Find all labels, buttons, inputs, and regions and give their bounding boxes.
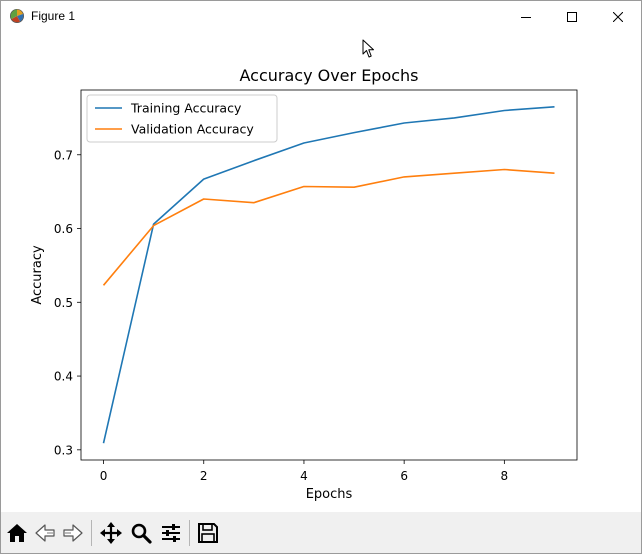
minimize-icon — [521, 16, 531, 18]
configure-subplots-button[interactable] — [158, 520, 184, 546]
home-icon — [7, 524, 27, 542]
window-title: Figure 1 — [31, 9, 76, 23]
minimize-button[interactable] — [503, 1, 549, 32]
back-arrow-icon — [35, 524, 55, 542]
home-button[interactable] — [4, 520, 30, 546]
configure-subplots-icon — [162, 524, 180, 542]
y-tick-label: 0.4 — [54, 370, 73, 384]
legend-label: Training Accuracy — [130, 101, 242, 116]
close-button[interactable] — [595, 1, 641, 32]
pan-button[interactable] — [98, 520, 124, 546]
series-line-training-accuracy — [102, 106, 555, 444]
plot-area-frame — [80, 89, 578, 461]
toolbar-separator — [189, 520, 190, 546]
y-tick-label: 0.5 — [54, 296, 73, 310]
maximize-button[interactable] — [549, 1, 595, 32]
toolbar-separator — [91, 520, 92, 546]
y-tick-label: 0.3 — [54, 443, 73, 457]
y-tick-label: 0.7 — [54, 148, 73, 162]
navigation-toolbar — [1, 512, 641, 553]
save-button[interactable] — [195, 520, 221, 546]
maximize-icon — [567, 11, 577, 22]
line-chart: Accuracy Over Epochs Epochs Accuracy 0 2 4 6 8 0… — [30, 66, 578, 502]
back-button[interactable] — [32, 520, 58, 546]
series-line-validation-accuracy — [102, 168, 555, 286]
legend-box — [86, 94, 278, 143]
x-tick-label: 4 — [300, 469, 308, 483]
y-tick-label: 0.6 — [54, 222, 73, 236]
zoom-icon — [131, 523, 152, 544]
chart-title: Accuracy Over Epochs — [239, 66, 418, 85]
x-tick-label: 8 — [501, 469, 509, 483]
close-icon — [613, 11, 623, 22]
mouse-cursor-icon — [362, 39, 374, 58]
x-axis-label: Epochs — [306, 487, 353, 502]
y-axis-label: Accuracy — [30, 245, 45, 305]
pan-icon — [100, 522, 122, 544]
title-bar[interactable]: Figure 1 — [1, 1, 641, 32]
save-icon — [198, 523, 218, 543]
forward-arrow-icon — [63, 524, 83, 542]
legend-label: Validation Accuracy — [131, 122, 254, 137]
x-tick-label: 6 — [400, 469, 408, 483]
figure-canvas[interactable]: Accuracy Over Epochs Epochs Accuracy 0 2 4 6 8 0… — [1, 32, 641, 512]
x-tick-label: 0 — [100, 469, 108, 483]
forward-button[interactable] — [60, 520, 86, 546]
zoom-button[interactable] — [128, 520, 154, 546]
x-tick-label: 2 — [200, 469, 208, 483]
matplotlib-figure-icon — [10, 9, 24, 23]
